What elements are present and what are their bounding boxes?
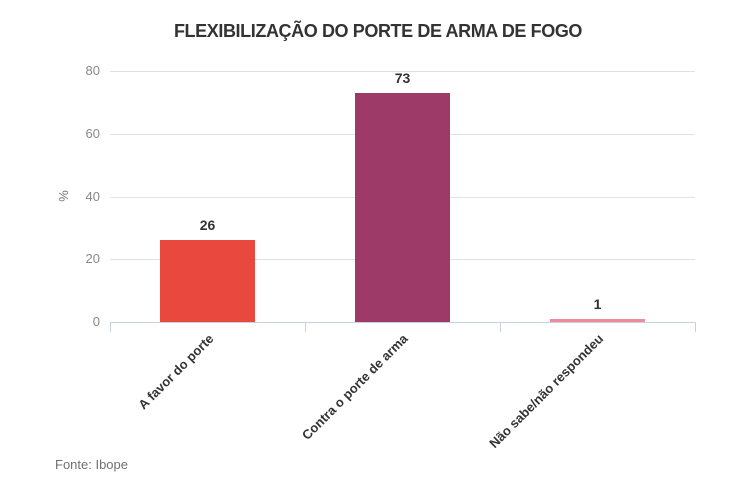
source-note: Fonte: Ibope bbox=[55, 457, 128, 472]
y-tick-label: 40 bbox=[85, 188, 100, 204]
x-axis-tick bbox=[500, 322, 501, 332]
bar-value-label: 1 bbox=[593, 296, 602, 312]
bar-value-label: 26 bbox=[199, 217, 216, 233]
category-label: Contra o porte de arma bbox=[299, 331, 412, 443]
y-tick-label: 0 bbox=[92, 314, 100, 329]
gridline bbox=[110, 71, 695, 72]
y-tick-label: 20 bbox=[85, 251, 100, 267]
category-label: Não sabe/não respondeu bbox=[486, 331, 607, 451]
bar-2 bbox=[355, 93, 450, 322]
y-tick-label: 80 bbox=[85, 63, 100, 78]
bar-1 bbox=[160, 240, 255, 322]
x-axis-line bbox=[110, 322, 696, 323]
x-axis-tick bbox=[305, 322, 306, 332]
bar-3 bbox=[550, 319, 645, 322]
y-tick-label: 60 bbox=[85, 125, 100, 141]
chart-title: FLEXIBILIZAÇÃO DO PORTE DE ARMA DE FOGO bbox=[173, 21, 583, 41]
category-label: A favor do porte bbox=[134, 331, 217, 413]
x-axis-tick bbox=[695, 322, 696, 332]
bar-value-label: 73 bbox=[394, 70, 411, 86]
x-axis-tick bbox=[110, 322, 111, 332]
